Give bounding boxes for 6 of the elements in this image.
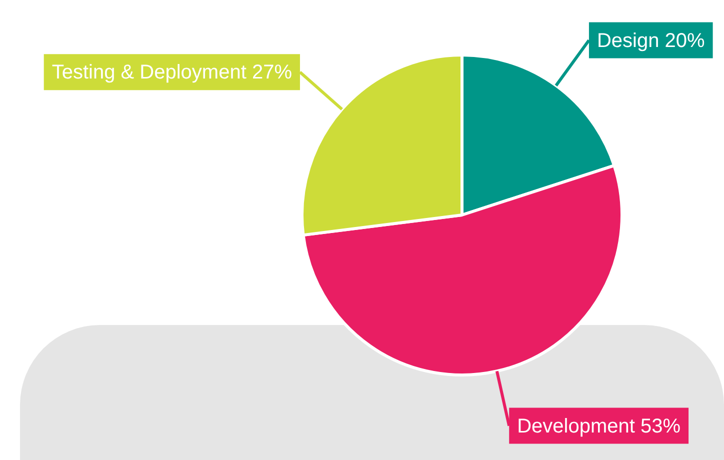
data-label: 20% [664,30,706,52]
data-label: 53% [640,415,681,438]
slice-label: Testing & Deployment [52,62,247,84]
data-label: 27% [252,62,292,84]
slice-label: Development [517,415,636,438]
slice-label: Design [596,30,660,52]
